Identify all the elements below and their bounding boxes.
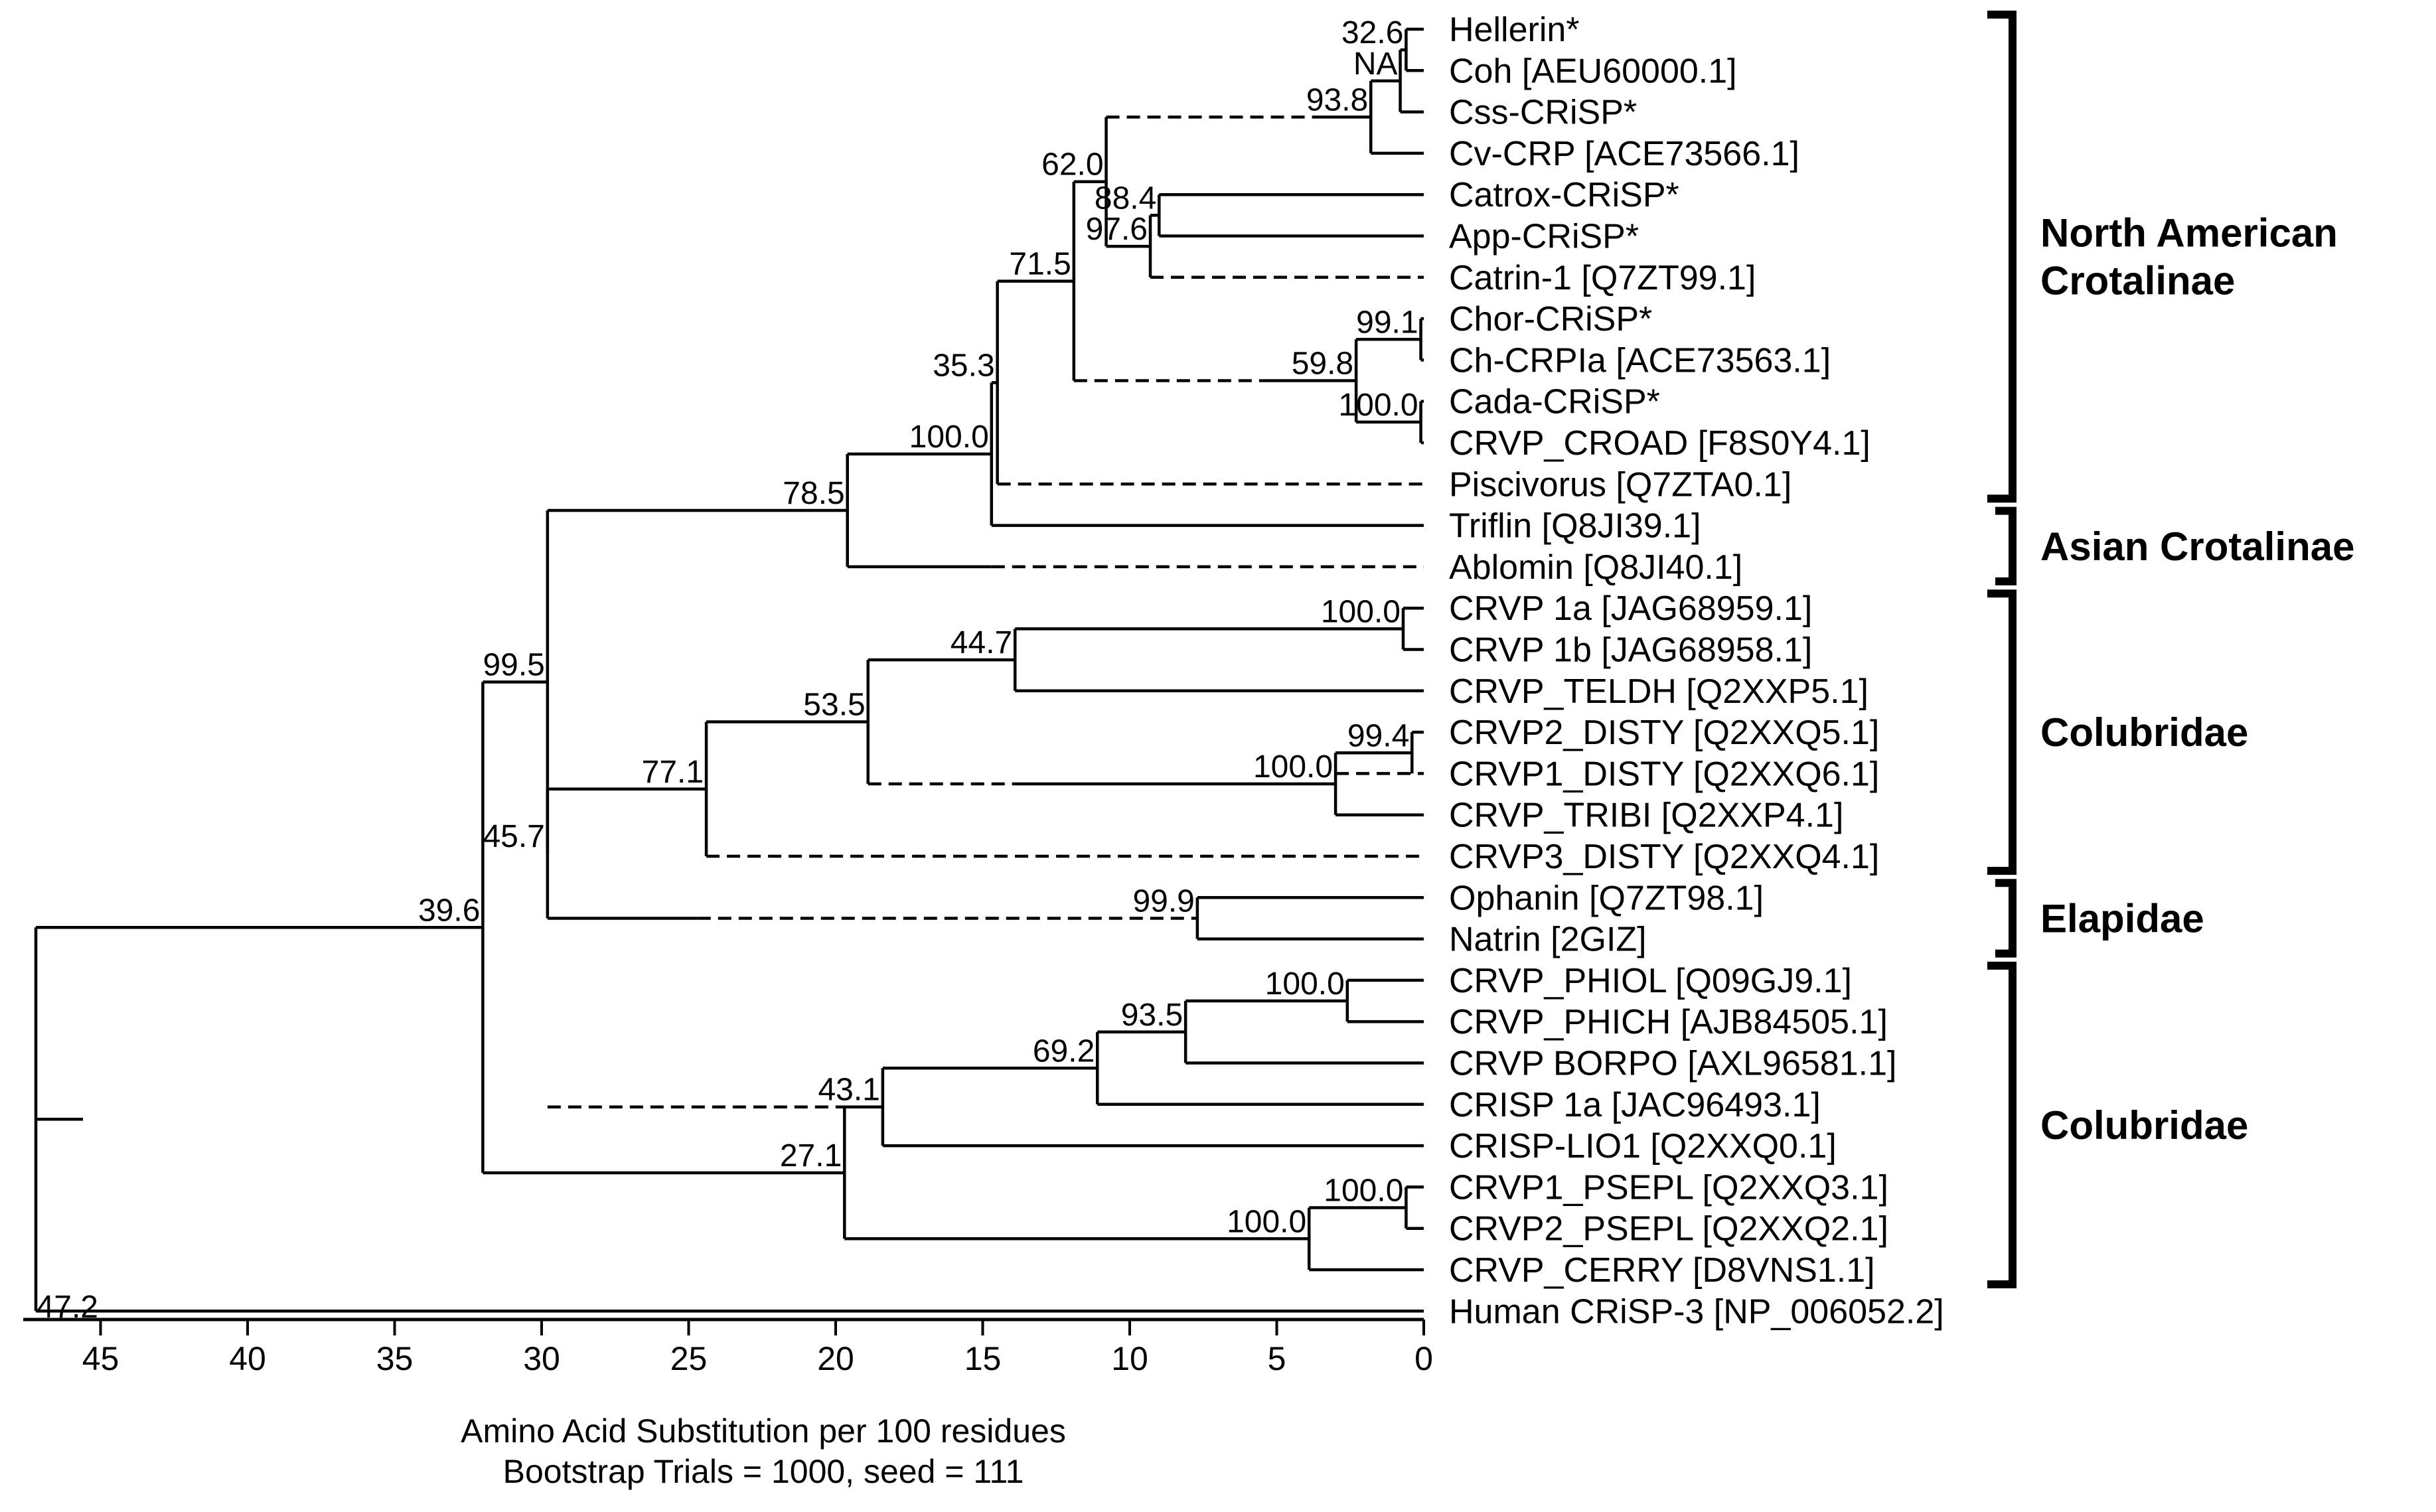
axis-tick-label: 25 [670,1340,708,1377]
leaf-label: CRVP_PHIOL [Q09GJ9.1] [1449,962,1852,1000]
bootstrap-value: 99.1 [1356,305,1418,340]
leaf-label: Chor-CRiSP* [1449,300,1652,339]
group-label: Asian Crotalinae [2040,524,2354,569]
leaf-label: Ch-CRPIa [ACE73563.1] [1449,341,1831,380]
leaf-label: CRVP_TRIBI [Q2XXP4.1] [1449,796,1843,835]
group-label: North American [2040,211,2338,256]
bootstrap-value: 59.8 [1292,346,1353,382]
leaf-label: Catrin-1 [Q7ZT99.1] [1449,259,1756,297]
group-label: Colubridae [2040,710,2248,755]
axis-title: Amino Acid Substitution per 100 residues [461,1412,1066,1450]
leaf-label: CRVP_TELDH [Q2XXP5.1] [1449,672,1868,711]
bootstrap-value: 100.0 [1321,594,1401,629]
leaf-label: Natrin [2GIZ] [1449,921,1647,959]
leaf-label: CRVP 1a [JAG68959.1] [1449,589,1812,628]
bootstrap-value: 93.5 [1121,998,1183,1033]
leaf-label: Cv-CRP [ACE73566.1] [1449,135,1799,173]
axis-tick-label: 40 [229,1340,266,1377]
axis-tick-label: 20 [817,1340,854,1377]
bootstrap-value: 39.6 [418,893,480,928]
leaf-label: Cada-CRiSP* [1449,383,1660,421]
bootstrap-value: 100.0 [1324,1173,1403,1209]
leaf-labels: Hellerin*Coh [AEU60000.1] Css-CRiSP*Cv-CR… [1449,11,1944,1331]
leaf-label: CRVP3_DISTY [Q2XXQ4.1] [1449,838,1879,876]
axis-tick-label: 10 [1111,1340,1148,1377]
bootstrap-value: 78.5 [783,476,844,511]
leaf-label: Ophanin [Q7ZT98.1] [1449,879,1764,917]
bootstrap-value: 77.1 [642,755,704,790]
leaf-label: CRVP2_DISTY [Q2XXQ5.1] [1449,714,1879,752]
axis-tick-label: 35 [376,1340,414,1377]
axis-tick-label: 0 [1414,1340,1433,1377]
leaf-label: Ablomin [Q8JI40.1] [1449,548,1742,587]
leaf-label: CRVP_CROAD [F8S0Y4.1] [1449,424,1870,463]
group-bracket [1995,506,2017,585]
leaf-label: CRVP 1b [JAG68958.1] [1449,631,1812,670]
bootstrap-value: 35.3 [933,348,994,383]
group-bracket [1995,879,2017,958]
leaf-label: CRVP1_PSEPL [Q2XXQ3.1] [1449,1168,1888,1207]
axis-ticks: 45 40 35 30 25 20 15 10 5 0 [82,1320,1433,1377]
leaf-label: CRVP BORPO [AXL96581.1] [1449,1045,1896,1083]
axis-tick-label: 15 [964,1340,1002,1377]
distance-axis: 47.2 45 40 35 30 25 20 15 10 5 0 Amino Acid Subst… [23,1290,1433,1490]
bootstrap-value: 99.9 [1132,883,1194,919]
leaf-label: Human CRiSP-3 [NP_006052.2] [1449,1292,1944,1331]
bootstrap-value: 45.7 [483,819,544,854]
leaf-label: CRVP2_PSEPL [Q2XXQ2.1] [1449,1210,1888,1248]
axis-tick-label: 45 [82,1340,119,1377]
leaf-label: CRISP-LIO1 [Q2XXQ0.1] [1449,1127,1837,1166]
bootstrap-value: 43.1 [818,1073,879,1108]
leaf-label: Triflin [Q8JI39.1] [1449,507,1701,546]
bootstrap-value: 32.6 [1341,15,1403,50]
bootstrap-value: 44.7 [951,625,1012,660]
leaf-label: CRVP_CERRY [D8VNS1.1] [1449,1251,1875,1290]
bootstrap-value: 93.8 [1306,82,1368,117]
bootstrap-value: 100.0 [1338,388,1418,423]
group-bracket [1987,961,2017,1288]
axis-tick-label: 5 [1268,1340,1286,1377]
root-distance-value: 47.2 [37,1290,98,1325]
bootstrap-value: 100.0 [1227,1204,1306,1239]
bootstrap-value: 100.0 [1265,966,1345,1002]
group-bracket [1987,589,2017,875]
axis-subtitle: Bootstrap Trials = 1000, seed = 111 [503,1453,1024,1490]
bootstrap-value: 100.0 [909,419,989,455]
leaf-label: Css-CRiSP* [1449,94,1637,132]
leaf-label: Piscivorus [Q7ZTA0.1] [1449,465,1791,504]
bootstrap-value: 100.0 [1253,749,1333,785]
bootstrap-value: 71.5 [1009,247,1071,282]
bootstrap-value: 97.6 [1086,212,1148,247]
group-label: Colubridae [2040,1103,2248,1148]
bootstrap-value: 99.4 [1347,718,1409,753]
leaf-label: Catrox-CRiSP* [1449,176,1679,214]
bootstrap-value: 88.4 [1095,181,1156,216]
bootstrap-value: 53.5 [803,688,865,723]
bootstrap-value: NA [1353,46,1398,82]
axis-tick-label: 30 [523,1340,560,1377]
bootstrap-value: 62.0 [1041,147,1103,183]
bootstrap-value: 27.1 [780,1138,842,1173]
group-label: Crotalinae [2040,259,2235,303]
leaf-label: CRVP1_DISTY [Q2XXQ6.1] [1449,755,1879,793]
bootstrap-value: 69.2 [1033,1033,1095,1069]
leaf-label: Hellerin* [1449,11,1580,49]
leaf-label: Coh [AEU60000.1] [1449,52,1737,90]
group-label: Elapidae [2040,896,2204,941]
leaf-label: App-CRiSP* [1449,218,1639,256]
tree-branches [34,27,1424,1313]
leaf-label: CRISP 1a [JAC96493.1] [1449,1086,1821,1124]
group-bracket [1987,11,2017,503]
bootstrap-value: 99.5 [483,648,544,683]
leaf-label: CRVP_PHICH [AJB84505.1] [1449,1003,1888,1041]
